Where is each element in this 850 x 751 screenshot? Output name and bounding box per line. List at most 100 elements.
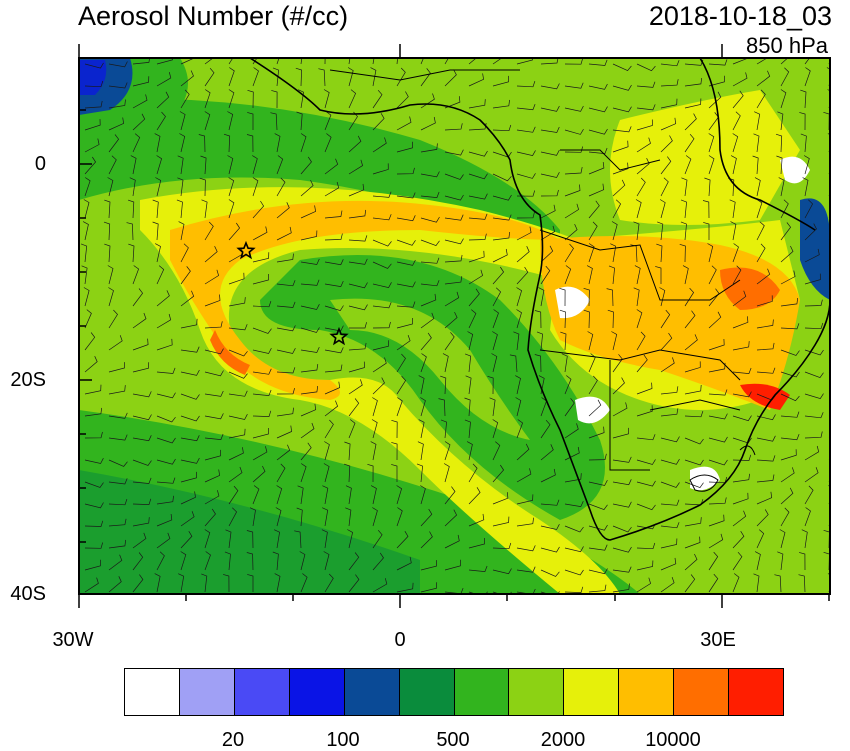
wind-barb	[420, 582, 438, 593]
wind-barb	[564, 146, 584, 153]
wind-barb	[540, 419, 551, 439]
wind-barb	[154, 573, 161, 593]
pressure-level: 850 hPa	[746, 33, 828, 58]
wind-barb	[564, 265, 572, 285]
wind-barb	[204, 348, 224, 355]
wind-barb	[636, 480, 656, 487]
wind-barb	[756, 221, 765, 241]
wind-barb	[420, 216, 440, 223]
wind-barb	[348, 183, 365, 197]
wind-barb	[228, 428, 246, 439]
wind-barb	[464, 353, 472, 373]
wind-barb	[780, 371, 800, 378]
wind-barb	[516, 126, 536, 133]
wind-barb	[272, 551, 279, 571]
wind-barb	[372, 321, 391, 329]
wind-barb	[84, 407, 103, 417]
wind-barb	[420, 508, 433, 527]
wind-barb	[659, 199, 666, 219]
wind-barb	[348, 342, 367, 351]
wind-barb	[468, 150, 488, 157]
wind-barb	[732, 492, 749, 505]
wind-barb	[660, 117, 677, 131]
wind-barb	[396, 507, 403, 527]
wind-barb	[252, 58, 258, 65]
wind-barb	[516, 287, 523, 307]
wind-barb	[276, 367, 296, 374]
wind-barb	[684, 77, 703, 87]
wind-barb	[708, 573, 719, 593]
x-tick-label-0: 0	[394, 629, 406, 651]
wind-barb	[156, 513, 173, 527]
wind-barb	[204, 294, 221, 307]
wind-barb	[756, 491, 773, 505]
colorbar-cell-7	[509, 669, 565, 715]
wind-barb	[708, 311, 722, 329]
wind-barb	[564, 423, 579, 439]
wind-barb	[180, 290, 195, 307]
colorbar-label-500: 500	[436, 729, 470, 751]
wind-barb	[708, 497, 727, 505]
field-missing-1	[555, 286, 590, 319]
wind-barb	[276, 177, 286, 197]
wind-barb	[370, 485, 377, 505]
wind-barb	[252, 368, 272, 375]
wind-barb	[588, 83, 608, 90]
wind-barb	[468, 99, 486, 109]
y-tick-label-20s: 20S	[10, 369, 46, 391]
wind-barb	[780, 89, 787, 109]
wind-barb	[540, 58, 559, 65]
wind-barb	[492, 568, 512, 575]
wind-barb	[156, 155, 163, 175]
wind-barb	[468, 58, 477, 65]
wind-barb	[540, 204, 556, 219]
y-tick-label-0: 0	[34, 153, 46, 175]
wind-barb	[156, 532, 171, 549]
colorbar-cell-10	[674, 669, 730, 715]
wind-barb	[84, 481, 104, 488]
wind-barb	[156, 458, 176, 465]
wind-barb	[246, 530, 254, 549]
wind-barb	[468, 269, 484, 285]
wind-barb	[588, 221, 598, 241]
wind-barb	[684, 361, 701, 373]
wind-barb	[132, 532, 147, 549]
wind-barb	[180, 457, 200, 464]
wind-barb	[660, 408, 679, 417]
wind-barb	[252, 410, 272, 417]
wind-barb	[223, 133, 231, 153]
wind-barb	[756, 509, 769, 527]
wind-barb	[606, 288, 614, 307]
wind-barb	[564, 203, 580, 219]
y-tick-label-40s: 40S	[10, 583, 46, 605]
wind-barb	[324, 419, 334, 439]
wind-barb	[396, 375, 407, 395]
wind-barb	[492, 173, 512, 182]
wind-barb	[492, 58, 503, 65]
wind-barb	[418, 375, 425, 395]
wind-barb	[108, 309, 118, 329]
wind-barb	[84, 577, 99, 593]
wind-barb	[612, 162, 629, 175]
wind-barb	[684, 481, 704, 489]
wind-barb	[300, 422, 315, 439]
wind-barb	[276, 155, 284, 175]
wind-barb	[444, 441, 451, 461]
wind-barb	[492, 266, 505, 285]
wind-barb	[396, 116, 412, 131]
wind-barb	[108, 478, 128, 485]
wind-barb	[322, 485, 329, 505]
wind-barb	[708, 133, 715, 153]
wind-barb	[708, 59, 728, 66]
wind-barb	[804, 412, 824, 419]
wind-barb	[225, 529, 232, 549]
wind-barb	[276, 407, 294, 417]
wind-barb	[732, 551, 743, 571]
wind-barb	[180, 89, 190, 109]
wind-barb	[420, 332, 432, 351]
marker-layer	[236, 240, 349, 346]
wind-barb	[228, 177, 235, 197]
wind-barb	[396, 397, 403, 417]
wind-barb	[564, 243, 574, 263]
wind-barb	[540, 172, 560, 178]
